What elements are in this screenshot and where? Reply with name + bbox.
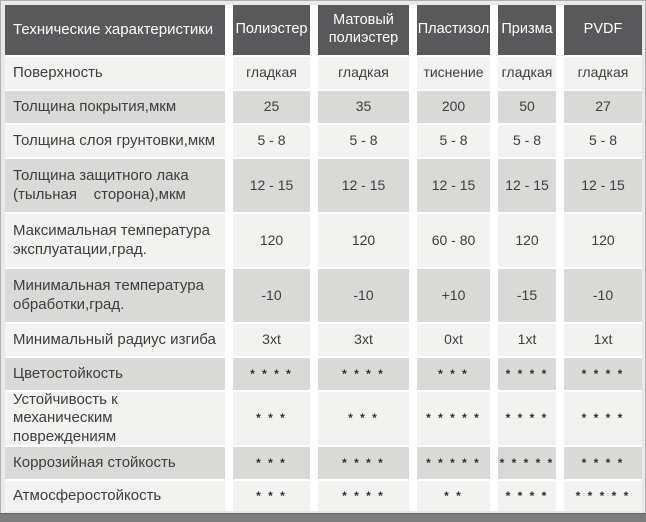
- column-header-plastisol: Пластизол: [417, 5, 490, 55]
- rating-stars: * * * *: [233, 358, 310, 390]
- rating-stars: * * * * *: [417, 447, 490, 479]
- row-label-coating-thickness: Толщина покрытия,мкм: [5, 91, 225, 123]
- cell-value: гладкая: [233, 57, 310, 89]
- cell-value: 120: [233, 214, 310, 267]
- rating-stars: * * * *: [498, 481, 556, 511]
- cell-value: 1xt: [564, 324, 642, 356]
- rating-stars: * * * *: [318, 481, 409, 511]
- rating-stars: * * *: [417, 358, 490, 390]
- cell-value: 12 - 15: [233, 159, 310, 212]
- row-label-min-temperature: Минимальная температура обработки,град.: [5, 269, 225, 322]
- cell-value: 12 - 15: [318, 159, 409, 212]
- cell-value: 35: [318, 91, 409, 123]
- cell-value: 12 - 15: [564, 159, 642, 212]
- column-header-prisma: Призма: [498, 5, 556, 55]
- rating-stars: * * * * *: [498, 447, 556, 479]
- cell-value: -15: [498, 269, 556, 322]
- cell-value: 50: [498, 91, 556, 123]
- cell-value: 12 - 15: [498, 159, 556, 212]
- cell-value: 3xt: [233, 324, 310, 356]
- cell-value: 120: [318, 214, 409, 267]
- row-label-lacquer-thickness: Толщина защитного лака (тыльная сторона)…: [5, 159, 225, 212]
- cell-value: 0xt: [417, 324, 490, 356]
- cell-value: 60 - 80: [417, 214, 490, 267]
- rating-stars: * * *: [233, 481, 310, 511]
- column-header-pvdf: PVDF: [564, 5, 642, 55]
- cell-value: 120: [498, 214, 556, 267]
- cell-value: 5 - 8: [417, 125, 490, 157]
- table-bottom-bar: [0, 513, 646, 522]
- column-header-polyester: Полиэстер: [233, 5, 310, 55]
- cell-value: 5 - 8: [498, 125, 556, 157]
- cell-value: 1xt: [498, 324, 556, 356]
- cell-value: гладкая: [318, 57, 409, 89]
- rating-stars: * * *: [233, 392, 310, 445]
- cell-value: +10: [417, 269, 490, 322]
- row-label-primer-thickness: Толщина слоя грунтовки,мкм: [5, 125, 225, 157]
- rating-stars: * * * *: [564, 447, 642, 479]
- cell-value: 5 - 8: [564, 125, 642, 157]
- cell-value: 120: [564, 214, 642, 267]
- row-label-color-fastness: Цветостойкость: [5, 358, 225, 390]
- rating-stars: * * * *: [318, 358, 409, 390]
- column-header-matte-polyester: Матовый полиэстер: [318, 5, 409, 55]
- row-label-mechanical-resistance: Устойчивость к механическим повреждениям: [5, 392, 225, 445]
- cell-value: -10: [233, 269, 310, 322]
- cell-value: 27: [564, 91, 642, 123]
- cell-value: гладкая: [564, 57, 642, 89]
- row-label-bend-radius: Минимальный радиус изгиба: [5, 324, 225, 356]
- row-label-corrosion-resistance: Коррозийная стойкость: [5, 447, 225, 479]
- rating-stars: * * *: [233, 447, 310, 479]
- cell-value: -10: [564, 269, 642, 322]
- row-label-surface: Поверхность: [5, 57, 225, 89]
- rating-stars: * * * *: [498, 358, 556, 390]
- table-grid: Технические характеристики Полиэстер Мат…: [5, 5, 642, 511]
- cell-value: гладкая: [498, 57, 556, 89]
- cell-value: 12 - 15: [417, 159, 490, 212]
- rating-stars: * * * * *: [564, 481, 642, 511]
- rating-stars: * * *: [318, 392, 409, 445]
- cell-value: 5 - 8: [318, 125, 409, 157]
- rating-stars: * * * *: [318, 447, 409, 479]
- cell-value: 25: [233, 91, 310, 123]
- rating-stars: * * * *: [564, 358, 642, 390]
- cell-value: тиснение: [417, 57, 490, 89]
- table-title-header: Технические характеристики: [5, 5, 225, 55]
- rating-stars: * * * *: [564, 392, 642, 445]
- row-label-max-temperature: Максимальная температура эксплуатации,гр…: [5, 214, 225, 267]
- cell-value: 3xt: [318, 324, 409, 356]
- cell-value: 200: [417, 91, 490, 123]
- rating-stars: * * * * *: [417, 392, 490, 445]
- rating-stars: * * * *: [498, 392, 556, 445]
- row-label-weather-resistance: Атмосферостойкость: [5, 481, 225, 511]
- rating-stars: * *: [417, 481, 490, 511]
- cell-value: -10: [318, 269, 409, 322]
- cell-value: 5 - 8: [233, 125, 310, 157]
